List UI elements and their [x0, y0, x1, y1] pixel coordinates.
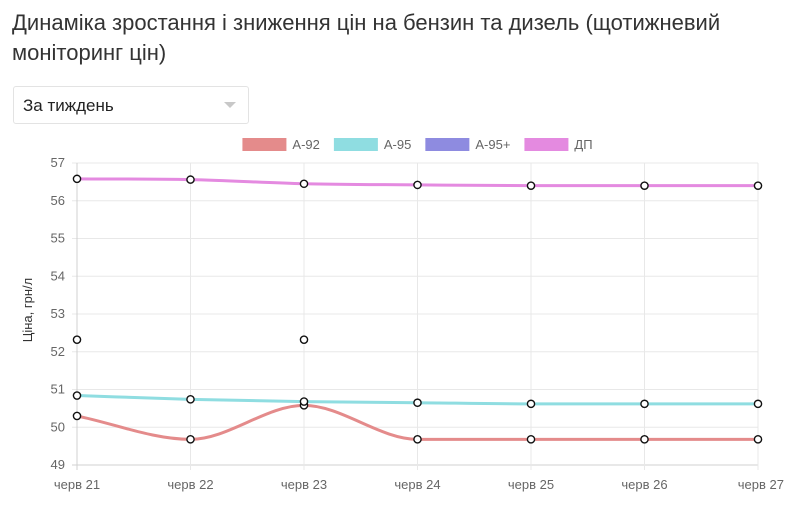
- x-tick-label: черв 23: [281, 477, 327, 492]
- data-point: [299, 335, 309, 344]
- x-tick-label: черв 25: [508, 477, 554, 492]
- legend-swatch: [425, 138, 470, 151]
- data-point: [299, 179, 309, 189]
- legend-swatch: [333, 138, 378, 151]
- period-select-value: За тиждень: [23, 96, 114, 115]
- y-tick-label: 50: [51, 419, 65, 434]
- data-point: [186, 395, 195, 404]
- legend-label: ДП: [574, 137, 592, 152]
- x-tick-label: черв 24: [394, 477, 440, 492]
- x-tick-label: черв 26: [621, 477, 667, 492]
- y-tick-label: 57: [51, 155, 65, 170]
- y-axis-title: Ціна, грн/л: [20, 278, 35, 343]
- legend-label: А-95+: [475, 137, 510, 152]
- legend-swatch: [524, 138, 569, 151]
- y-tick-label: 53: [51, 306, 65, 321]
- legend-swatch: [242, 138, 287, 151]
- data-point: [640, 181, 649, 190]
- x-tick-label: черв 22: [167, 477, 213, 492]
- data-point: [753, 399, 763, 409]
- chevron-down-icon: [224, 102, 236, 108]
- data-point: [526, 435, 536, 444]
- y-tick-label: 52: [51, 344, 65, 359]
- data-point: [413, 435, 422, 444]
- data-point: [72, 411, 82, 421]
- page-title: Динаміка зростання і зниження цін на бен…: [12, 10, 721, 65]
- y-tick-label: 55: [51, 231, 65, 246]
- period-select[interactable]: За тиждень: [13, 86, 249, 124]
- data-point: [72, 335, 82, 344]
- legend-label: А-92: [292, 137, 319, 152]
- x-tick-label: черв 21: [54, 477, 100, 492]
- data-point: [299, 397, 309, 406]
- data-point: [753, 181, 763, 190]
- data-point: [413, 180, 422, 190]
- data-point: [72, 391, 82, 400]
- y-tick-label: 49: [51, 457, 65, 472]
- data-point: [186, 175, 195, 184]
- data-point: [640, 435, 649, 444]
- y-tick-label: 56: [51, 193, 65, 208]
- legend-label: А-95: [384, 137, 411, 152]
- y-tick-label: 51: [51, 382, 65, 397]
- data-point: [72, 174, 82, 184]
- y-tick-label: 54: [51, 268, 65, 283]
- data-point: [753, 435, 763, 444]
- data-point: [526, 181, 536, 190]
- data-point: [640, 399, 649, 409]
- data-point: [526, 399, 536, 409]
- data-point: [413, 398, 422, 408]
- data-point: [186, 435, 195, 444]
- x-tick-label: черв 27: [738, 477, 784, 492]
